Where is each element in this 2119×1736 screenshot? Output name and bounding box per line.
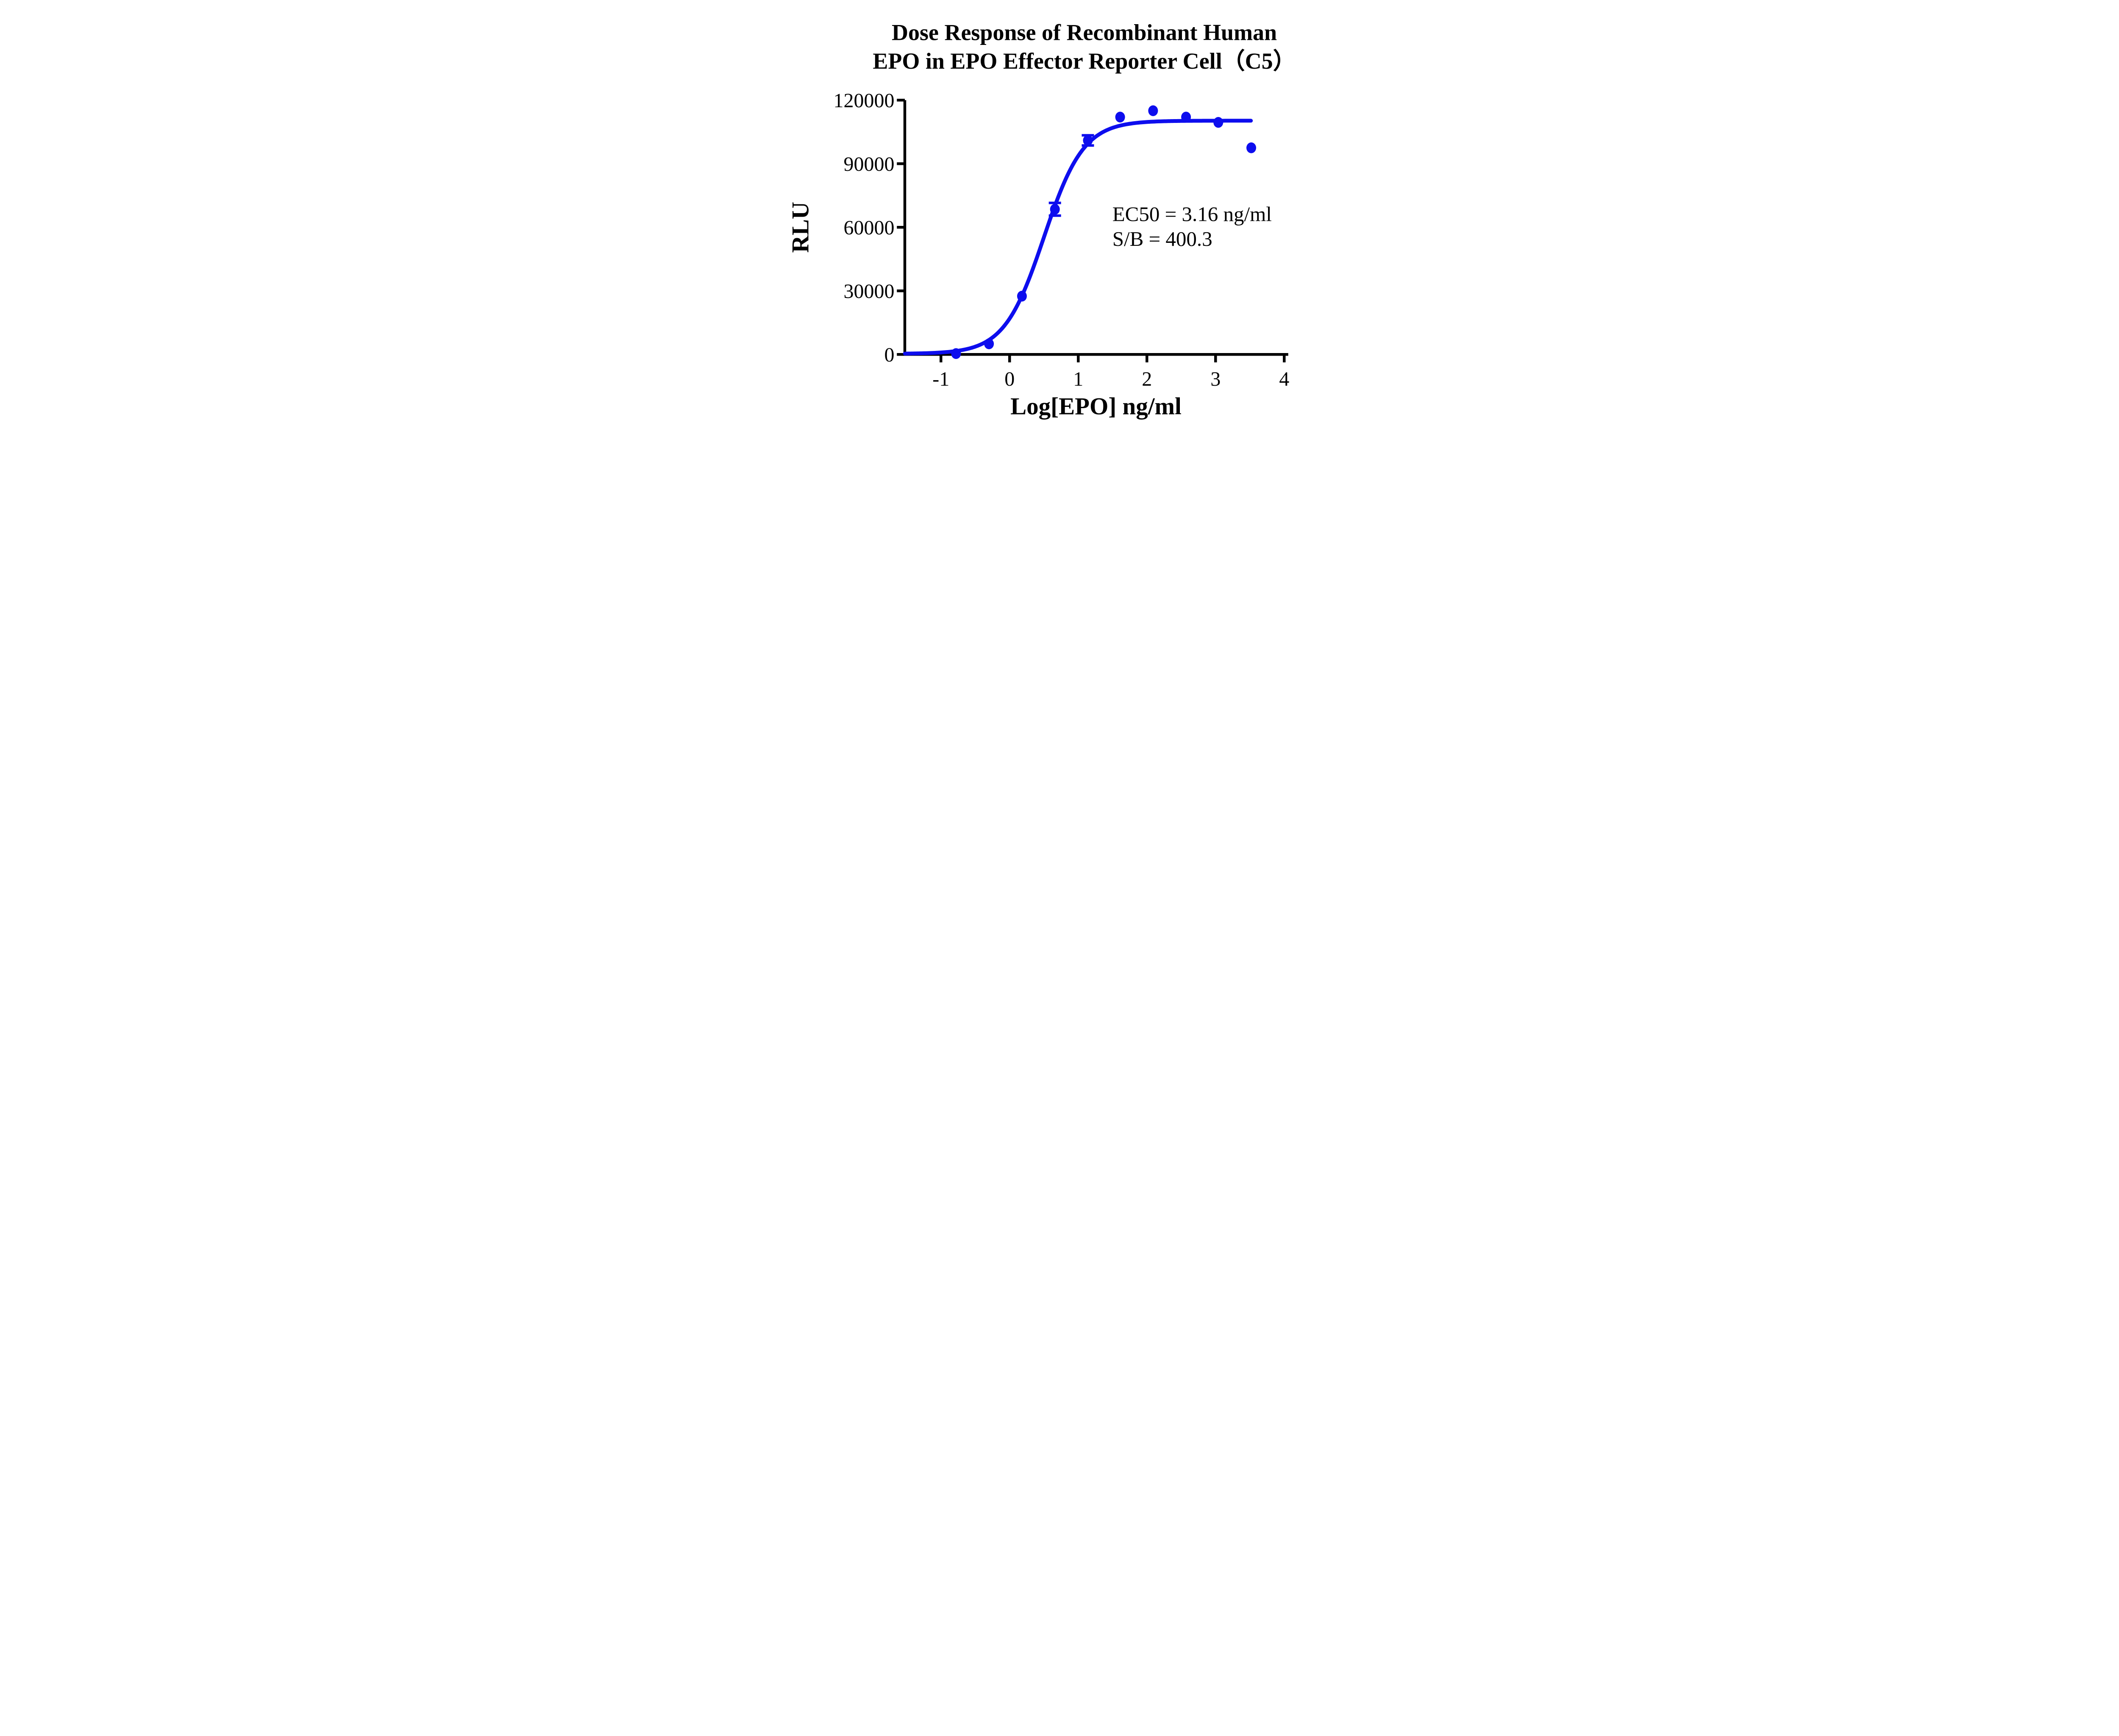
signal-background-annotation: S/B = 400.3 <box>1112 227 1212 250</box>
page: { "title": { "line1": "Dose Response of … <box>0 0 2119 434</box>
data-points <box>951 105 1256 359</box>
x-axis-title: Log[EPO] ng/ml <box>1010 393 1182 420</box>
dose-response-chart: Dose Response of Recombinant Human EPO i… <box>778 0 1341 434</box>
data-point-marker <box>1181 111 1191 122</box>
data-point-marker <box>1017 291 1027 302</box>
y-tick-label: 60000 <box>843 217 894 239</box>
x-tick-label: 2 <box>1142 368 1152 390</box>
data-point-marker <box>1246 142 1256 153</box>
y-axis-ticks: 0 30000 60000 90000 120000 <box>833 89 905 366</box>
x-axis-ticks: -1 0 1 2 3 4 <box>932 354 1289 390</box>
error-bars <box>1048 134 1094 217</box>
data-point-marker <box>1082 135 1093 146</box>
y-tick-label: 90000 <box>843 153 894 175</box>
dose-response-fit-curve <box>903 119 1253 356</box>
data-point-marker <box>951 348 961 359</box>
x-tick-label: 1 <box>1073 368 1083 390</box>
y-tick-label: 30000 <box>843 280 894 303</box>
data-point-marker <box>1148 105 1158 116</box>
data-point-marker <box>1050 204 1060 215</box>
chart-title-line1: Dose Response of Recombinant Human <box>891 20 1276 45</box>
dose-response-figure: Dose Response of Recombinant Human EPO i… <box>778 0 1341 434</box>
chart-title-line2: EPO in EPO Effector Reporter Cell（C5） <box>873 48 1296 74</box>
data-point-marker <box>1115 111 1125 122</box>
y-axis-title: RLU <box>787 202 814 253</box>
x-tick-label: 3 <box>1210 368 1221 390</box>
ec50-annotation: EC50 = 3.16 ng/ml <box>1112 202 1271 225</box>
x-tick-label: 0 <box>1004 368 1015 390</box>
data-point-marker <box>1213 117 1223 128</box>
data-point-marker <box>984 338 994 349</box>
x-tick-label: -1 <box>932 368 949 390</box>
y-tick-label: 0 <box>884 344 894 366</box>
y-tick-label: 120000 <box>833 89 894 112</box>
x-tick-label: 4 <box>1279 368 1289 390</box>
fit-curve <box>903 119 1253 356</box>
